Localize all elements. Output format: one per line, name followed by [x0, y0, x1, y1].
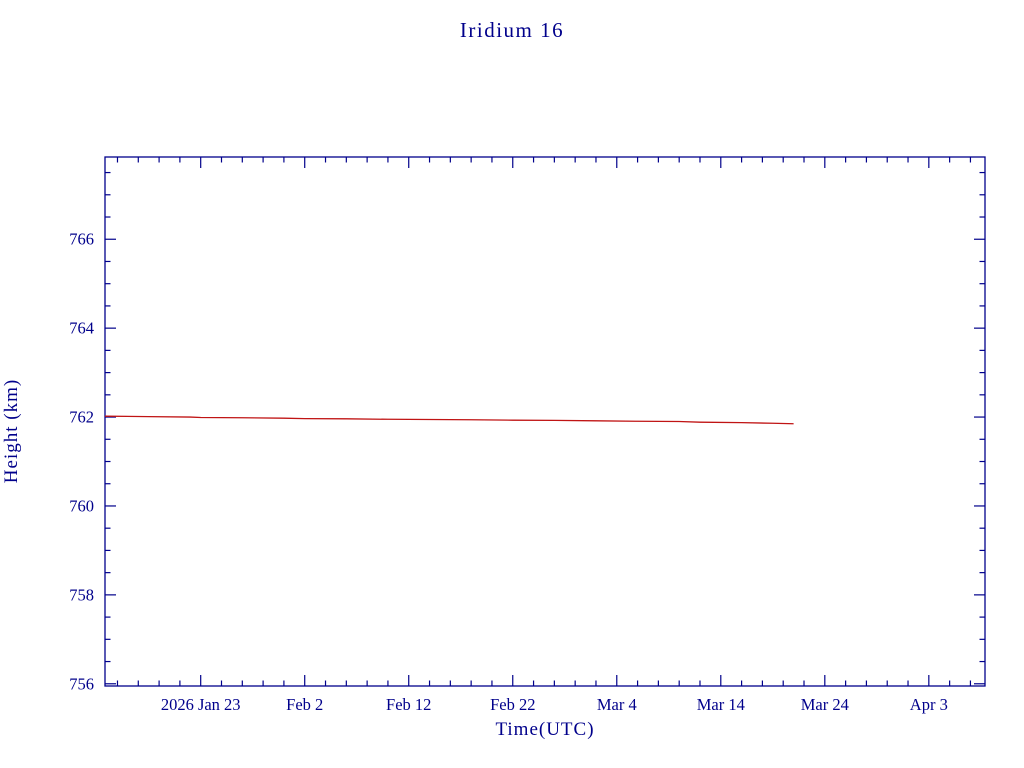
x-tick-label: Mar 14 — [697, 695, 745, 714]
x-tick-label: Feb 2 — [286, 695, 323, 714]
x-axis-label: Time(UTC) — [495, 719, 595, 740]
x-tick-label: Mar 24 — [801, 695, 849, 714]
height-series-line — [104, 415, 794, 425]
x-tick-label: Apr 3 — [910, 695, 948, 714]
y-tick-label: 756 — [69, 674, 94, 693]
y-tick-label: 760 — [69, 496, 94, 515]
y-tick-label: 764 — [69, 319, 94, 338]
y-tick-label: 758 — [69, 585, 94, 604]
y-tick-label: 762 — [69, 408, 94, 427]
x-tick-label: 2026 Jan 23 — [161, 695, 241, 714]
x-tick-label: Feb 12 — [386, 695, 431, 714]
y-tick-label: 766 — [69, 230, 94, 249]
x-tick-label: Mar 4 — [597, 695, 637, 714]
x-tick-label: Feb 22 — [490, 695, 535, 714]
chart-title: Iridium 16 — [459, 18, 565, 42]
